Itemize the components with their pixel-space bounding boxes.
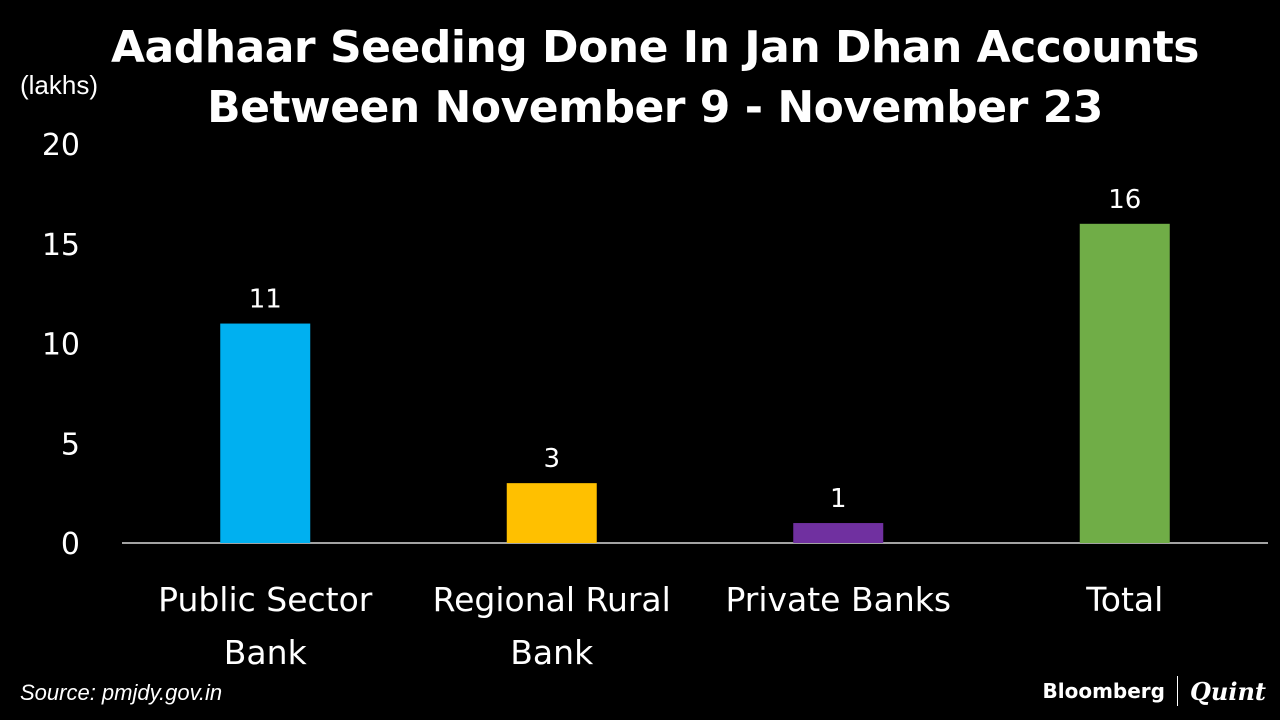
x-category-label: Bank [224, 633, 308, 672]
bar [1079, 223, 1170, 544]
x-category-label: Private Banks [725, 580, 951, 619]
bar-data-label: 11 [249, 285, 282, 315]
chart-title-line-1: Aadhaar Seeding Done In Jan Dhan Account… [110, 22, 1200, 73]
source-note: Source: pmjdy.gov.in [20, 680, 223, 705]
bar [793, 523, 884, 543]
y-axis-unit-label: (lakhs) [20, 70, 99, 100]
y-tick-label: 15 [42, 228, 80, 263]
bar [220, 323, 311, 543]
y-tick-label: 5 [61, 427, 80, 462]
x-category-label: Bank [510, 633, 594, 672]
x-category-label: Total [1085, 580, 1163, 619]
chart-title: Aadhaar Seeding Done In Jan Dhan Account… [0, 18, 1280, 138]
bar-data-label: 1 [830, 484, 847, 514]
x-category-label: Public Sector [158, 580, 373, 619]
y-tick-label: 0 [61, 527, 80, 562]
chart-title-line-2: Between November 9 - November 23 [207, 82, 1103, 133]
brand-divider [1176, 676, 1178, 706]
x-category-label: Regional Rural [433, 580, 671, 619]
bar-data-label: 3 [543, 444, 560, 474]
brand-quint: Quint [1189, 676, 1266, 706]
y-tick-label: 20 [42, 128, 80, 163]
bar [506, 483, 597, 543]
bar-data-label: 16 [1108, 185, 1141, 215]
brand-bloomberg: Bloomberg [1042, 679, 1165, 703]
brand-logo: Bloomberg Quint [1042, 676, 1266, 706]
y-tick-label: 10 [42, 328, 80, 363]
